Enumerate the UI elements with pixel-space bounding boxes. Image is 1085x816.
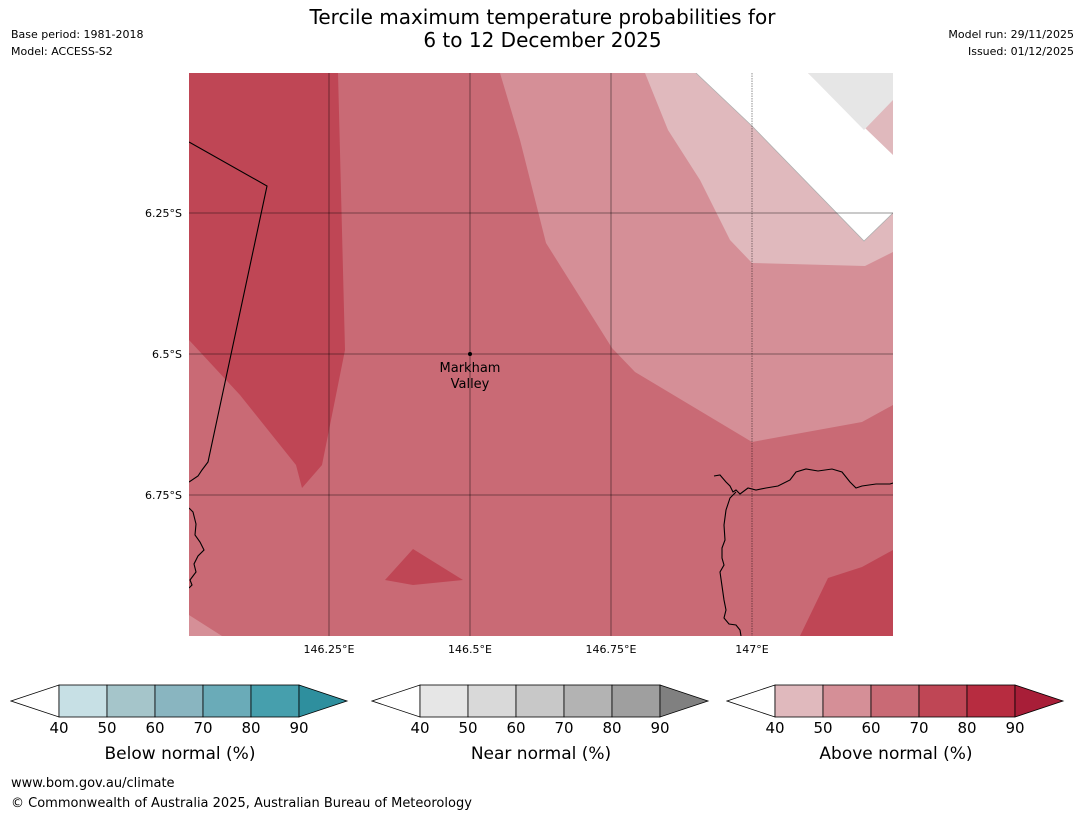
coastlines (189, 141, 893, 636)
model-run-text: Model run: 29/11/2025 (948, 28, 1074, 41)
gridlines (189, 73, 893, 636)
colorbar-near-extend-low (371, 684, 421, 718)
lon-label-146-5: 146.5°E (448, 643, 492, 656)
colorbar-above-tick: 80 (957, 719, 977, 737)
colorbar-near-swatch (419, 684, 469, 718)
colorbar-above-swatch (774, 684, 824, 718)
coastline-huon-gulf (713, 468, 893, 495)
colorbar-near-tick: 70 (554, 719, 574, 737)
base-period-text: Base period: 1981-2018 (11, 28, 144, 41)
lon-label-146-25: 146.25°E (304, 643, 355, 656)
title-line-2: 6 to 12 December 2025 (423, 28, 662, 52)
colorbar-below-swatch (106, 684, 156, 718)
lon-label-146-75: 146.75°E (586, 643, 637, 656)
colorbar-below-extend-high (298, 684, 349, 718)
colorbar-near-extend-high (659, 684, 710, 718)
colorbar-above-tick: 90 (1005, 719, 1025, 737)
place-marker: Markham Valley (440, 352, 501, 392)
colorbar-above-normal: 40 50 60 70 80 90 Above normal (%) (726, 684, 1066, 774)
longitude-labels: 146.25°E 146.5°E 146.75°E 147°E (304, 643, 769, 656)
region-80-90-west (189, 73, 345, 488)
footer-url: www.bom.gov.au/climate (11, 776, 175, 791)
region-edge-line (695, 73, 893, 242)
colorbar-below-swatches (10, 684, 349, 718)
colorbar-below-tick: 60 (145, 719, 165, 737)
colorbar-above-tick: 50 (813, 719, 833, 737)
colorbar-below-swatch (250, 684, 300, 718)
colorbar-near-label: Near normal (%) (470, 744, 612, 764)
colorbar-near-tick: 80 (602, 719, 622, 737)
colorbar-below-swatch (154, 684, 204, 718)
colorbar-above-extend-low (726, 684, 776, 718)
colorbar-near-tick: 50 (458, 719, 478, 737)
colorbar-above-extend-high (1014, 684, 1065, 718)
map-area: Markham Valley (189, 73, 893, 636)
colorbar-below-swatch (58, 684, 108, 718)
colorbar-above-label: Above normal (%) (819, 744, 973, 764)
region-80-90-south (385, 549, 463, 585)
footer-copyright: © Commonwealth of Australia 2025, Austra… (11, 796, 472, 811)
colorbar-near-swatches (371, 684, 710, 718)
issued-text: Issued: 01/12/2025 (967, 45, 1074, 58)
colorbar-below-extend-low (10, 684, 60, 718)
colorbar-near-normal: 40 50 60 70 80 90 Near normal (%) (371, 684, 711, 774)
colorbar-below-tick: 80 (241, 719, 261, 737)
colorbar-above-swatch (966, 684, 1016, 718)
colorbar-near-swatch (515, 684, 565, 718)
colorbar-above-tick: 40 (765, 719, 785, 737)
colorbar-above-swatch (870, 684, 920, 718)
colorbar-near-tick: 40 (410, 719, 430, 737)
title-line-1: Tercile maximum temperature probabilitie… (309, 5, 776, 29)
place-dot (468, 352, 472, 356)
coastline-huon-west (719, 491, 742, 636)
colorbar-below-normal: 40 50 60 70 80 90 Below normal (%) (10, 684, 350, 774)
latitude-labels: 6.25°S 6.5°S 6.75°S (145, 207, 182, 502)
colorbar-below-tick: 70 (193, 719, 213, 737)
colorbar-below-tick: 50 (97, 719, 117, 737)
province-border (189, 141, 268, 483)
colorbar-below-tick: 90 (289, 719, 309, 737)
no-data-white (696, 73, 893, 241)
colorbar-below-swatch (202, 684, 252, 718)
region-80-90-southeast (800, 550, 893, 636)
coastline-west (189, 507, 205, 589)
colorbar-near-swatch (611, 684, 661, 718)
colorbar-above-tick: 70 (909, 719, 929, 737)
place-name-line-1: Markham (440, 361, 501, 376)
colorbar-above-swatches (726, 684, 1065, 718)
lat-label-6-75: 6.75°S (145, 489, 182, 502)
region-60-70-southwest (189, 615, 222, 636)
colorbar-near-tick: 90 (650, 719, 670, 737)
meta-left: Base period: 1981-2018 Model: ACCESS-S2 (11, 26, 143, 60)
lat-label-6-25: 6.25°S (145, 207, 182, 220)
map-title: Tercile maximum temperature probabilitie… (0, 6, 1085, 52)
colorbar-above-swatch (822, 684, 872, 718)
model-text: Model: ACCESS-S2 (11, 45, 113, 58)
probability-map: Markham Valley 6.25°S 6.5°S 6.75°S 146.2… (145, 73, 893, 656)
colorbar-above-tick: 60 (861, 719, 881, 737)
lon-label-147: 147°E (735, 643, 768, 656)
colorbar-below-label: Below normal (%) (104, 744, 256, 764)
region-near-normal (808, 73, 893, 130)
colorbar-near-swatch (563, 684, 613, 718)
colorbar-below-tick: 40 (49, 719, 69, 737)
place-name-line-2: Valley (451, 377, 490, 392)
colorbar-near-swatch (467, 684, 517, 718)
meta-right: Model run: 29/11/2025 Issued: 01/12/2025 (948, 26, 1074, 60)
colorbar-above-swatch (918, 684, 968, 718)
lat-label-6-5: 6.5°S (152, 348, 182, 361)
colorbar-near-tick: 60 (506, 719, 526, 737)
